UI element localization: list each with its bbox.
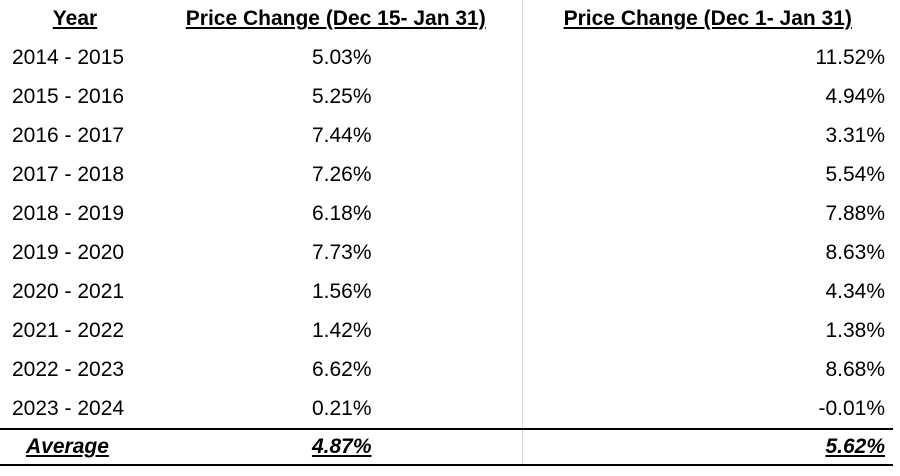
data-row: 2023 - 2024 0.21% -0.01% — [0, 389, 893, 429]
cell: Average — [0, 428, 150, 466]
cell: 4.87% — [150, 428, 523, 466]
data-row: 2019 - 2020 7.73% 8.63% — [0, 233, 893, 272]
cell: 2015 - 2016 — [12, 84, 125, 108]
price-table: Year Price Change (Dec 15- Jan 31) Price… — [0, 0, 893, 466]
data-row: 2015 - 2016 5.25% 4.94% — [0, 77, 893, 116]
cell: 4.34% — [825, 279, 885, 303]
data-row: 2016 - 2017 7.44% 3.31% — [0, 116, 893, 155]
cell: 5.25% — [150, 77, 523, 116]
cell: 6.18% — [150, 194, 523, 233]
cell: 2020 - 2021 — [12, 279, 125, 303]
cell: 5.62% — [522, 428, 893, 466]
data-row: 2018 - 2019 6.18% 7.88% — [0, 194, 893, 233]
header-text: Price Change (Dec 1- Jan 31) — [563, 7, 852, 30]
data-row: 2021 - 2022 1.42% 1.38% — [0, 311, 893, 350]
cell: 2023 - 2024 — [12, 396, 125, 420]
cell: 2014 - 2015 — [12, 45, 125, 69]
cell: 11.52% — [815, 45, 885, 69]
data-row: 2014 - 2015 5.03% 11.52% — [0, 38, 893, 77]
cell: 2016 - 2017 — [12, 123, 125, 147]
data-row: 2022 - 2023 6.62% 8.68% — [0, 350, 893, 389]
header-row: Year Price Change (Dec 15- Jan 31) Price… — [0, 0, 893, 38]
cell-text: 4.87% — [311, 435, 372, 458]
cell: 7.73% — [150, 233, 523, 272]
cell: 1.42% — [150, 311, 523, 350]
header-cell: Price Change (Dec 1- Jan 31) — [522, 0, 893, 38]
cell: 2019 - 2020 — [12, 240, 125, 264]
cell: -0.01% — [818, 396, 885, 420]
average-row: Average 4.87% 5.62% — [0, 428, 893, 466]
cell: 2017 - 2018 — [12, 162, 125, 186]
cell: 0.21% — [150, 389, 523, 429]
cell: 4.94% — [825, 84, 885, 108]
cell: 7.26% — [150, 155, 523, 194]
header-text: Year — [52, 7, 98, 30]
header-cell: Year — [0, 0, 150, 38]
cell-text: 5.62% — [825, 435, 885, 458]
cell: 7.88% — [825, 201, 885, 225]
cell: 1.38% — [825, 318, 885, 342]
cell: 5.54% — [825, 162, 885, 186]
header-text: Price Change (Dec 15- Jan 31) — [185, 7, 486, 30]
cell: 8.68% — [825, 357, 885, 381]
cell: 2021 - 2022 — [12, 318, 125, 342]
data-row: 2017 - 2018 7.26% 5.54% — [0, 155, 893, 194]
cell: 1.56% — [150, 272, 523, 311]
cell: 3.31% — [825, 123, 885, 147]
cell: 5.03% — [150, 38, 523, 77]
cell-text: Average — [26, 435, 109, 458]
cell: 7.44% — [150, 116, 523, 155]
cell: 8.63% — [825, 240, 885, 264]
data-row: 2020 - 2021 1.56% 4.34% — [0, 272, 893, 311]
cell: 2018 - 2019 — [12, 201, 125, 225]
cell: 6.62% — [150, 350, 523, 389]
cell: 2022 - 2023 — [12, 357, 125, 381]
header-cell: Price Change (Dec 15- Jan 31) — [150, 0, 523, 38]
